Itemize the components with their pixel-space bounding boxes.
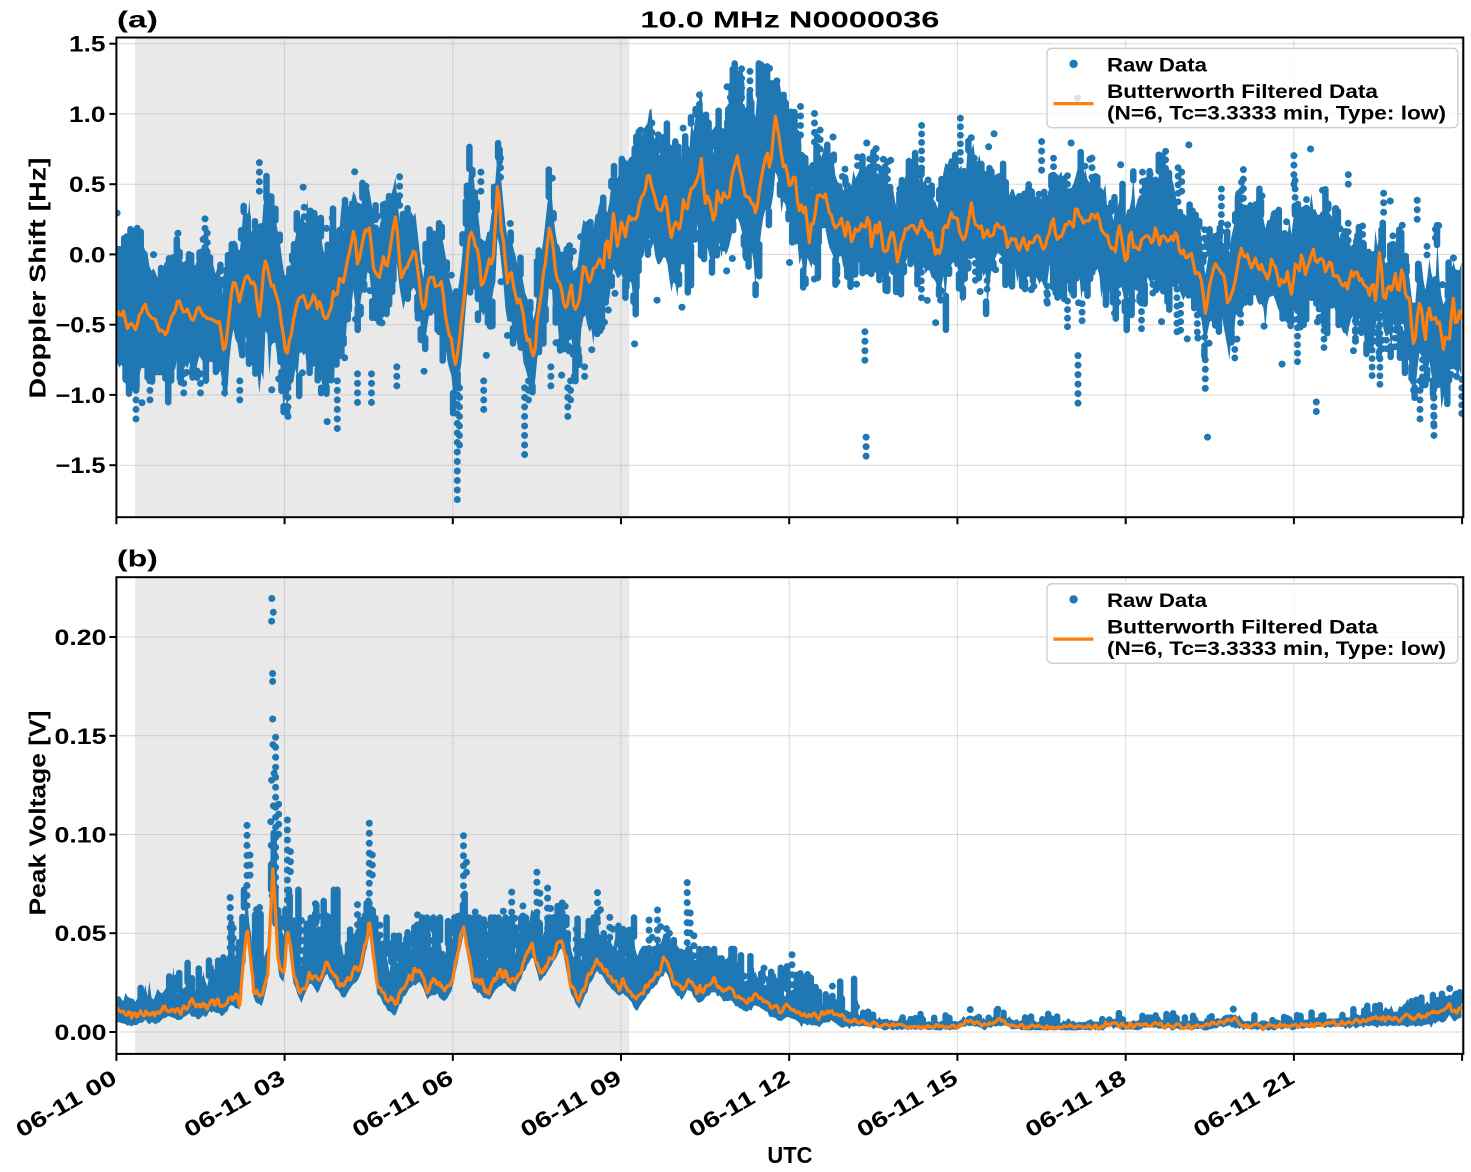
svg-text:Butterworth Filtered Data: Butterworth Filtered Data <box>1107 617 1378 639</box>
svg-text:−0.5: −0.5 <box>56 313 106 338</box>
svg-text:(N=6, Tc=3.3333 min, Type: low: (N=6, Tc=3.3333 min, Type: low) <box>1107 638 1446 660</box>
svg-text:Peak Voltage [V]: Peak Voltage [V] <box>25 711 51 916</box>
svg-text:1.0: 1.0 <box>69 102 106 127</box>
svg-text:−1.5: −1.5 <box>56 453 106 478</box>
svg-text:(b): (b) <box>117 546 158 572</box>
svg-text:UTC: UTC <box>767 1142 812 1168</box>
svg-text:Raw Data: Raw Data <box>1107 590 1207 612</box>
svg-text:Butterworth Filtered Data: Butterworth Filtered Data <box>1107 81 1378 103</box>
svg-text:0.5: 0.5 <box>69 172 106 197</box>
svg-text:0.00: 0.00 <box>55 1020 107 1045</box>
svg-text:Doppler Shift [Hz]: Doppler Shift [Hz] <box>25 158 51 399</box>
svg-text:1.5: 1.5 <box>69 32 106 57</box>
svg-text:−1.0: −1.0 <box>56 383 106 408</box>
svg-text:(N=6, Tc=3.3333 min, Type: low: (N=6, Tc=3.3333 min, Type: low) <box>1107 103 1446 125</box>
svg-text:0.20: 0.20 <box>55 625 107 650</box>
svg-text:10.0 MHz N0000036: 10.0 MHz N0000036 <box>640 7 939 33</box>
svg-text:Raw Data: Raw Data <box>1107 54 1207 76</box>
svg-text:0.0: 0.0 <box>69 242 106 267</box>
svg-text:0.15: 0.15 <box>55 724 107 749</box>
svg-text:0.10: 0.10 <box>55 823 107 848</box>
svg-text:(a): (a) <box>117 7 158 33</box>
svg-text:0.05: 0.05 <box>55 921 107 946</box>
